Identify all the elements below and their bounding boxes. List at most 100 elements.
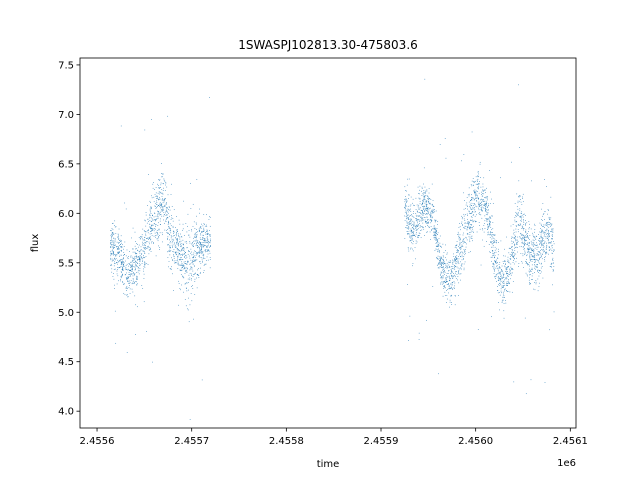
data-point <box>130 270 131 271</box>
data-point <box>120 240 121 242</box>
data-point <box>117 248 119 250</box>
data-point <box>173 256 175 258</box>
data-point <box>439 251 440 253</box>
data-point <box>507 261 509 262</box>
data-point <box>550 241 552 243</box>
data-point <box>151 224 153 226</box>
data-point <box>513 256 514 257</box>
data-point <box>139 238 141 240</box>
data-point <box>540 250 541 251</box>
data-point <box>190 248 192 250</box>
data-point <box>442 259 444 261</box>
data-point <box>418 208 420 210</box>
data-point <box>421 212 423 214</box>
data-point <box>118 242 119 244</box>
data-point <box>120 235 122 237</box>
data-point <box>522 198 524 199</box>
data-point <box>444 263 446 264</box>
data-point <box>454 258 455 259</box>
data-point <box>467 205 468 207</box>
data-point <box>118 251 120 253</box>
data-point <box>518 196 520 198</box>
data-point <box>411 227 413 229</box>
data-point <box>169 242 171 244</box>
data-point <box>405 198 407 200</box>
data-point <box>153 243 154 244</box>
data-point <box>159 247 161 248</box>
data-point <box>112 244 114 246</box>
data-point <box>146 248 148 249</box>
data-point <box>405 227 407 228</box>
data-point <box>515 225 517 226</box>
data-point <box>196 178 198 180</box>
data-point <box>542 215 544 217</box>
data-point <box>493 265 495 267</box>
data-point <box>488 203 489 205</box>
data-point <box>130 268 132 270</box>
data-point <box>143 250 145 252</box>
data-point <box>410 204 412 206</box>
data-point <box>478 175 479 177</box>
data-point <box>110 246 112 247</box>
data-point <box>526 233 527 235</box>
data-point <box>514 255 515 257</box>
data-point <box>182 250 184 251</box>
data-point <box>418 207 420 209</box>
data-point <box>542 232 544 234</box>
data-point <box>524 245 525 246</box>
data-point <box>458 233 459 235</box>
data-point <box>521 242 523 244</box>
data-point <box>446 275 447 277</box>
data-point <box>162 174 164 175</box>
data-point <box>474 215 476 217</box>
data-point <box>156 230 158 231</box>
data-point <box>411 235 412 237</box>
data-point <box>115 246 117 248</box>
data-point <box>428 200 430 202</box>
data-point <box>181 236 183 238</box>
data-point <box>134 269 136 271</box>
data-point <box>139 255 141 256</box>
data-point <box>417 215 419 216</box>
data-point <box>138 267 139 268</box>
data-point <box>484 204 486 206</box>
data-point <box>110 242 112 243</box>
data-point <box>494 269 495 271</box>
data-point <box>503 255 504 257</box>
data-point <box>169 227 170 229</box>
data-point <box>514 245 515 247</box>
data-point <box>432 208 434 210</box>
data-point <box>508 262 510 264</box>
data-point <box>136 278 138 279</box>
data-point <box>494 252 495 253</box>
data-point <box>462 252 464 254</box>
data-point <box>459 243 461 245</box>
data-point <box>545 252 546 254</box>
data-point <box>110 257 111 259</box>
data-point <box>435 236 437 238</box>
data-point <box>454 288 455 289</box>
data-point <box>498 264 500 265</box>
data-point <box>204 245 206 246</box>
data-point <box>529 255 530 257</box>
data-point <box>547 210 549 211</box>
data-point <box>203 270 205 271</box>
data-point <box>185 263 187 265</box>
data-point <box>182 265 183 266</box>
data-point <box>118 242 120 244</box>
data-point <box>200 227 202 229</box>
data-point <box>487 218 489 220</box>
data-point <box>121 263 122 265</box>
data-point <box>111 252 112 254</box>
data-point <box>487 225 489 227</box>
data-point <box>546 233 547 235</box>
data-point <box>439 260 441 261</box>
data-point <box>200 238 202 240</box>
data-point <box>192 257 193 259</box>
data-point <box>137 259 138 261</box>
data-point <box>187 309 189 311</box>
data-point <box>143 257 145 259</box>
data-point <box>180 257 182 258</box>
data-point <box>132 291 134 293</box>
data-point <box>171 217 173 219</box>
